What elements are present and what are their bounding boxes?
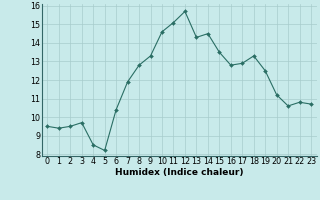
X-axis label: Humidex (Indice chaleur): Humidex (Indice chaleur) xyxy=(115,168,244,177)
